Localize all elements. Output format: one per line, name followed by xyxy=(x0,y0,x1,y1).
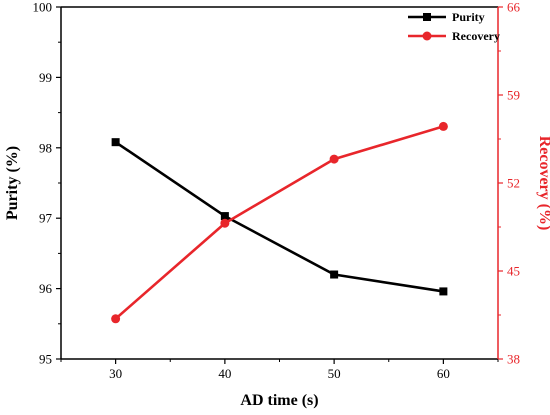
left-y-tick-label: 96 xyxy=(39,281,53,296)
left-y-tick-label: 99 xyxy=(39,70,52,85)
left-y-tick-label: 97 xyxy=(39,211,53,226)
purity-point xyxy=(439,287,448,296)
recovery-point xyxy=(111,314,121,324)
right-y-tick-label: 66 xyxy=(507,0,521,15)
right-y-tick-label: 59 xyxy=(507,88,520,103)
left-y-tick-label: 100 xyxy=(33,0,53,15)
recovery-point xyxy=(220,218,230,228)
ticks: 30 40 50 60 95 96 97 98 99 100 38 45 52 59 66 xyxy=(33,0,521,381)
x-tick-label: 30 xyxy=(109,366,122,381)
purity-point xyxy=(220,212,229,221)
x-tick-label: 40 xyxy=(218,366,231,381)
recovery-series-line xyxy=(114,125,444,320)
series xyxy=(111,121,448,324)
legend-purity-label: Purity xyxy=(452,10,485,24)
x-tick-label: 50 xyxy=(328,366,341,381)
right-y-axis-title: Recovery (%) xyxy=(536,136,550,231)
x-axis-title: AD time (s) xyxy=(240,392,318,409)
x-tick-label: 60 xyxy=(437,366,450,381)
left-y-axis-title: Purity (%) xyxy=(4,146,21,220)
right-y-tick-label: 45 xyxy=(507,264,520,279)
legend-recovery-label: Recovery xyxy=(452,29,500,43)
legend-recovery-marker xyxy=(422,31,432,41)
purity-series-line xyxy=(114,141,444,293)
recovery-point xyxy=(438,121,448,131)
right-y-tick-label: 38 xyxy=(507,352,520,367)
left-y-tick-label: 98 xyxy=(39,140,52,155)
legend: Purity Recovery xyxy=(408,10,500,43)
purity-point xyxy=(330,270,339,279)
purity-point xyxy=(111,138,120,147)
recovery-point xyxy=(329,154,339,164)
left-y-tick-label: 95 xyxy=(39,352,52,367)
axes xyxy=(60,6,499,360)
right-y-tick-label: 52 xyxy=(507,176,520,191)
legend-purity-marker xyxy=(423,13,431,21)
